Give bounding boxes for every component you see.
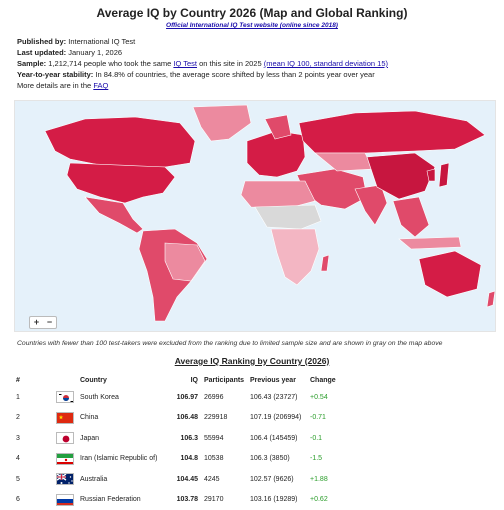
china-flag-icon [56, 412, 74, 424]
change-cell: +1.88 [310, 469, 350, 490]
header-previous-year: Previous year [250, 374, 310, 387]
country-cell: South Korea [78, 387, 168, 408]
updated-value: January 1, 2026 [68, 48, 122, 57]
region-japan [439, 163, 449, 187]
updated-label: Last updated: [17, 48, 66, 57]
iq-test-link[interactable]: IQ Test [173, 59, 197, 68]
south-korea-flag-icon [56, 391, 74, 403]
region-north-africa [241, 181, 315, 209]
published-label: Published by: [17, 37, 66, 46]
previous-year-cell: 106.4 (145459) [250, 428, 310, 449]
previous-year-cell: 107.19 (206994) [250, 408, 310, 429]
region-mexico [85, 197, 143, 233]
participants-cell: 229918 [198, 408, 250, 429]
region-indonesia [399, 237, 461, 249]
region-india [355, 185, 387, 225]
header-change: Change [310, 374, 350, 387]
change-cell: +0.54 [310, 387, 350, 408]
zoom-control: + − [29, 316, 57, 329]
header-iq: IQ [168, 374, 198, 387]
region-usa [67, 163, 175, 203]
stability-label: Year-to-year stability: [17, 70, 93, 79]
table-row: 5 Australia 104.45 4245 102.57 (9626) +1… [16, 469, 350, 490]
japan-flag-icon [56, 432, 74, 444]
iq-cell: 104.45 [168, 469, 198, 490]
rank-cell: 3 [16, 428, 56, 449]
region-australia [419, 251, 481, 297]
participants-cell: 4245 [198, 469, 250, 490]
mean-sd-link[interactable]: (mean IQ 100, standard deviation 15) [264, 59, 388, 68]
iq-cell: 106.97 [168, 387, 198, 408]
iq-cell: 106.3 [168, 428, 198, 449]
published-value: International IQ Test [68, 37, 135, 46]
rank-cell: 1 [16, 387, 56, 408]
region-russia [299, 111, 485, 153]
table-row: 1 South Korea 106.97 26996 106.43 (23727… [16, 387, 350, 408]
table-row: 3 Japan 106.3 55994 106.4 (145459) -0.1 [16, 428, 350, 449]
region-madagascar [321, 255, 329, 271]
world-map[interactable]: + − [14, 100, 496, 332]
header-flag [56, 374, 78, 387]
iran-flag-icon [56, 453, 74, 465]
sample-text-2: on this site in 2025 [199, 59, 262, 68]
zoom-in-button[interactable]: + [30, 317, 43, 328]
region-africa-nodata [255, 205, 321, 229]
previous-year-cell: 106.43 (23727) [250, 387, 310, 408]
region-new-zealand [487, 291, 495, 307]
participants-cell: 55994 [198, 428, 250, 449]
meta-info: Published by: International IQ Test Last… [17, 36, 504, 91]
iq-cell: 104.8 [168, 449, 198, 470]
region-greenland [193, 105, 251, 141]
header-rank: # [16, 374, 56, 387]
region-central-asia [315, 153, 373, 171]
change-cell: -0.1 [310, 428, 350, 449]
previous-year-cell: 106.3 (3850) [250, 449, 310, 470]
iq-cell: 106.48 [168, 408, 198, 429]
ranking-title: Average IQ Ranking by Country (2026) [0, 356, 504, 366]
country-cell: China [78, 408, 168, 429]
rank-cell: 5 [16, 469, 56, 490]
header-country: Country [78, 374, 168, 387]
participants-cell: 26996 [198, 387, 250, 408]
stability-value: In 84.8% of countries, the average score… [95, 70, 374, 79]
previous-year-cell: 102.57 (9626) [250, 469, 310, 490]
table-row: 4 Iran (Islamic Republic of) 104.8 10538… [16, 449, 350, 470]
zoom-out-button[interactable]: − [43, 317, 56, 328]
region-canada [45, 117, 195, 167]
rank-cell: 4 [16, 449, 56, 470]
change-cell: -1.5 [310, 449, 350, 470]
page-title: Average IQ by Country 2026 (Map and Glob… [0, 6, 504, 20]
sample-label: Sample: [17, 59, 46, 68]
country-cell: Australia [78, 469, 168, 490]
ranking-table: # Country IQ Participants Previous year … [16, 374, 350, 510]
australia-flag-icon [56, 473, 74, 485]
header-participants: Participants [198, 374, 250, 387]
region-se-asia [393, 197, 429, 237]
rank-cell: 2 [16, 408, 56, 429]
country-cell: Iran (Islamic Republic of) [78, 449, 168, 470]
change-cell: -0.71 [310, 408, 350, 429]
world-map-svg [15, 101, 496, 332]
table-row: 2 China 106.48 229918 107.19 (206994) -0… [16, 408, 350, 429]
faq-link[interactable]: FAQ [93, 81, 108, 90]
participants-cell: 10538 [198, 449, 250, 470]
sample-text: 1,212,714 people who took the same [48, 59, 171, 68]
region-south-africa [271, 229, 319, 285]
country-cell: Japan [78, 428, 168, 449]
details-text: More details are in the [17, 81, 91, 90]
map-note: Countries with fewer than 100 test-taker… [17, 340, 442, 347]
official-site-link[interactable]: Official International IQ Test website (… [166, 22, 338, 29]
table-header-row: # Country IQ Participants Previous year … [16, 374, 350, 387]
